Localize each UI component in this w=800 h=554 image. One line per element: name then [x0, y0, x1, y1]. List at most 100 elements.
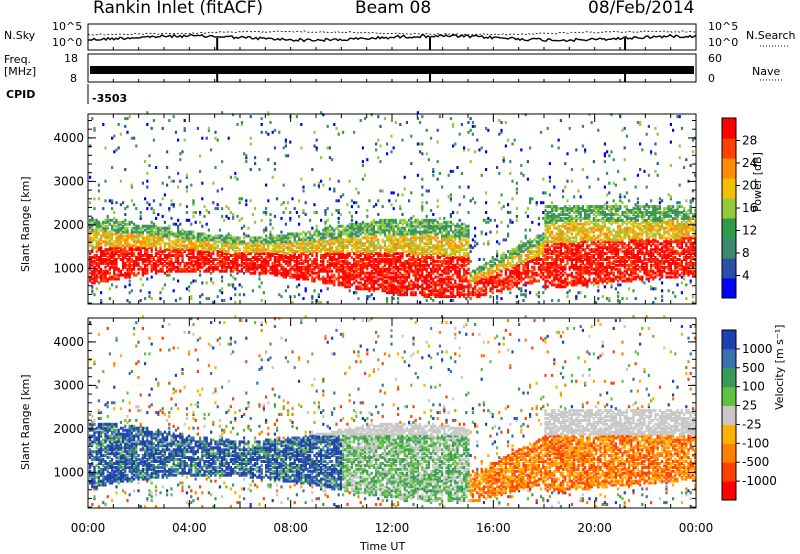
range-cell [337, 179, 340, 183]
range-cell [333, 236, 336, 240]
range-cell [108, 265, 111, 269]
range-cell [137, 252, 140, 256]
range-cell [403, 263, 406, 267]
range-cell [267, 261, 270, 265]
range-cell [223, 265, 226, 269]
range-cell [515, 218, 518, 222]
range-cell [331, 234, 334, 238]
range-cell [207, 228, 210, 232]
range-cell [328, 224, 331, 228]
range-cell [392, 297, 395, 301]
range-cell [333, 232, 336, 236]
range-cell [106, 271, 109, 275]
range-cell [421, 230, 424, 234]
range-cell [102, 261, 105, 265]
range-cell [498, 171, 501, 175]
range-cell [353, 228, 356, 232]
range-cell [146, 248, 149, 252]
range-cell [546, 220, 549, 224]
range-cell [331, 228, 334, 232]
range-cell [309, 250, 312, 254]
range-cell [282, 254, 285, 257]
range-cell [271, 261, 274, 265]
range-cell [168, 224, 171, 228]
range-cell [355, 234, 358, 238]
range-cell [144, 224, 147, 228]
range-cell [212, 259, 215, 263]
range-cell [408, 273, 411, 277]
range-cell [432, 218, 435, 222]
range-cell [322, 275, 325, 279]
range-cell [320, 218, 323, 222]
range-cell [225, 234, 228, 238]
range-cell [390, 222, 393, 226]
range-cell [174, 232, 177, 236]
range-cell [284, 144, 287, 148]
range-cell [199, 244, 202, 248]
range-cell [436, 279, 439, 283]
range-cell [221, 254, 224, 257]
range-cell [247, 265, 250, 269]
range-cell [324, 244, 327, 248]
range-cell [337, 236, 340, 240]
range-cell [207, 258, 210, 261]
range-cell [177, 248, 180, 252]
range-cell [247, 242, 250, 246]
range-cell [133, 240, 136, 244]
range-cell [509, 160, 512, 164]
range-cell [386, 218, 389, 222]
range-cell [449, 265, 452, 269]
range-cell [95, 228, 98, 232]
range-cell [383, 234, 386, 238]
range-cell [410, 162, 413, 166]
range-cell [260, 259, 263, 263]
range-cell [137, 248, 140, 252]
nsky-line [87, 33, 697, 43]
range-cell [368, 230, 371, 234]
range-cell [291, 256, 294, 259]
range-cell [95, 246, 98, 250]
range-cell [383, 289, 386, 293]
range-cell [482, 271, 485, 275]
range-cell [95, 230, 98, 234]
range-cell [89, 230, 92, 234]
range-cell [128, 259, 131, 263]
range-cell [337, 281, 340, 285]
range-cell [284, 207, 287, 211]
range-cell [548, 246, 551, 250]
range-cell [513, 256, 516, 259]
range-cell [408, 261, 411, 265]
range-cell [188, 256, 191, 259]
range-cell [551, 250, 554, 254]
range-cell [221, 287, 224, 291]
range-cell [350, 269, 353, 273]
range-cell [111, 265, 114, 269]
range-cell [311, 248, 314, 252]
range-cell [194, 240, 197, 244]
range-cell [529, 291, 532, 295]
range-cell [130, 248, 133, 252]
range-cell [346, 259, 349, 263]
range-cell [509, 218, 512, 222]
range-cell [405, 285, 408, 289]
range-cell [139, 256, 142, 259]
range-cell [350, 240, 353, 244]
range-cell [524, 211, 527, 214]
range-cell [234, 261, 237, 265]
range-cell [97, 238, 100, 242]
range-cell [102, 254, 105, 257]
range-cell [337, 234, 340, 238]
range-cell [249, 271, 252, 275]
range-cell [390, 289, 393, 293]
range-cell [438, 287, 441, 291]
range-cell [267, 111, 270, 115]
range-cell [372, 275, 375, 279]
range-cell [271, 254, 274, 257]
range-cell [106, 240, 109, 244]
range-cell [117, 224, 120, 228]
range-cell [137, 271, 140, 275]
range-cell [227, 234, 230, 238]
range-cell [152, 119, 155, 122]
range-cell [146, 123, 149, 126]
range-cell [359, 224, 362, 228]
